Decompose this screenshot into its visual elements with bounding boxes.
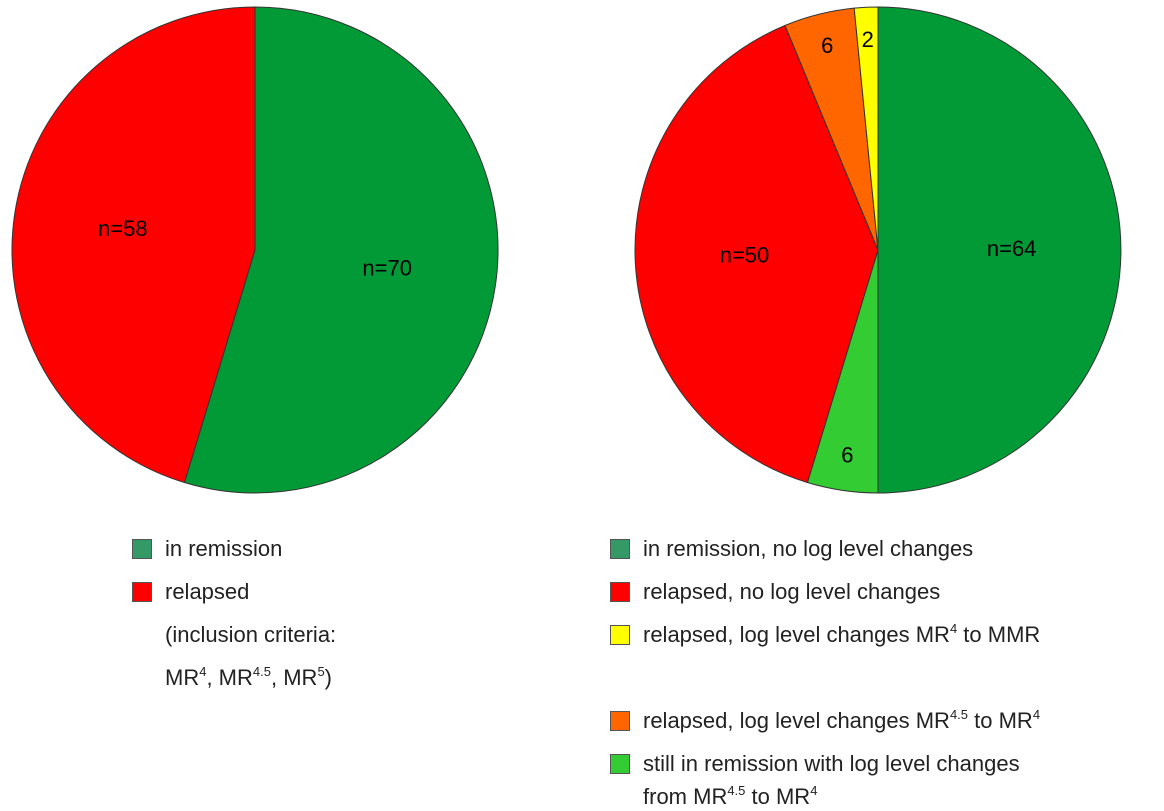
value-label: 6 <box>841 443 853 468</box>
legend-swatch <box>610 539 630 559</box>
pie-slice <box>877 6 1122 494</box>
legend-text: (inclusion criteria: <box>165 622 336 648</box>
superscript: 4 <box>949 621 958 636</box>
value-label: n=50 <box>720 242 770 267</box>
value-label: n=58 <box>98 216 148 241</box>
legend-label: in remission <box>165 536 283 561</box>
superscript: 4 <box>1032 707 1041 722</box>
legend-swatch <box>132 582 152 602</box>
pie-slice <box>11 6 256 484</box>
legend-label: to MMR <box>957 622 1041 647</box>
legend-text: in remission, no log level changes <box>643 536 973 562</box>
superscript: 4 <box>199 664 207 679</box>
legend-swatch <box>610 582 630 602</box>
value-label: n=64 <box>987 236 1037 261</box>
legend-label: , MR <box>206 665 253 690</box>
legend-label: from MR <box>643 784 728 809</box>
legend-swatch <box>610 711 630 731</box>
legend-label: to MR <box>745 784 811 809</box>
legend-label: ) <box>324 665 332 690</box>
pie-slice <box>853 6 879 251</box>
legend-label: (inclusion criteria: <box>165 622 337 647</box>
legend-swatch <box>610 625 630 645</box>
legend-text: in remission <box>165 536 282 562</box>
legend-label: in remission, no log level changes <box>643 536 974 561</box>
legend-text: relapsed, log level changes MR4 to MMR <box>643 621 1041 648</box>
pie-slice <box>183 6 499 494</box>
superscript: 4.5 <box>949 707 969 722</box>
legend-text: relapsed, log level changes MR4.5 to MR4 <box>643 707 1041 734</box>
legend-text: relapsed, no log level changes <box>643 579 940 605</box>
legend-label: MR <box>165 665 200 690</box>
legend-label: relapsed, no log level changes <box>643 579 941 604</box>
legend-swatch <box>132 539 152 559</box>
legend-label: to MR <box>968 708 1033 733</box>
value-label: n=70 <box>362 255 412 280</box>
legend-text: from MR4.5 to MR4 <box>643 783 818 810</box>
legend-text: still in remission with log level change… <box>643 751 1020 777</box>
legend-label: relapsed, log level changes MR <box>643 622 950 647</box>
superscript: 4 <box>810 783 818 798</box>
pie-slice <box>634 24 879 484</box>
legend-label: relapsed <box>165 579 250 604</box>
legend-text: MR4, MR4.5, MR5) <box>165 664 332 691</box>
superscript: 5 <box>317 664 325 679</box>
superscript: 4.5 <box>252 664 271 679</box>
superscript: 4.5 <box>727 783 746 798</box>
value-label: 2 <box>862 27 874 52</box>
value-label: 6 <box>821 33 833 58</box>
legend-swatch <box>610 754 630 774</box>
legend-label: still in remission with log level change… <box>643 751 1020 776</box>
legend-label: , MR <box>270 665 318 690</box>
legend-label: relapsed, log level changes MR <box>643 708 950 733</box>
legend-text: relapsed <box>165 579 249 605</box>
